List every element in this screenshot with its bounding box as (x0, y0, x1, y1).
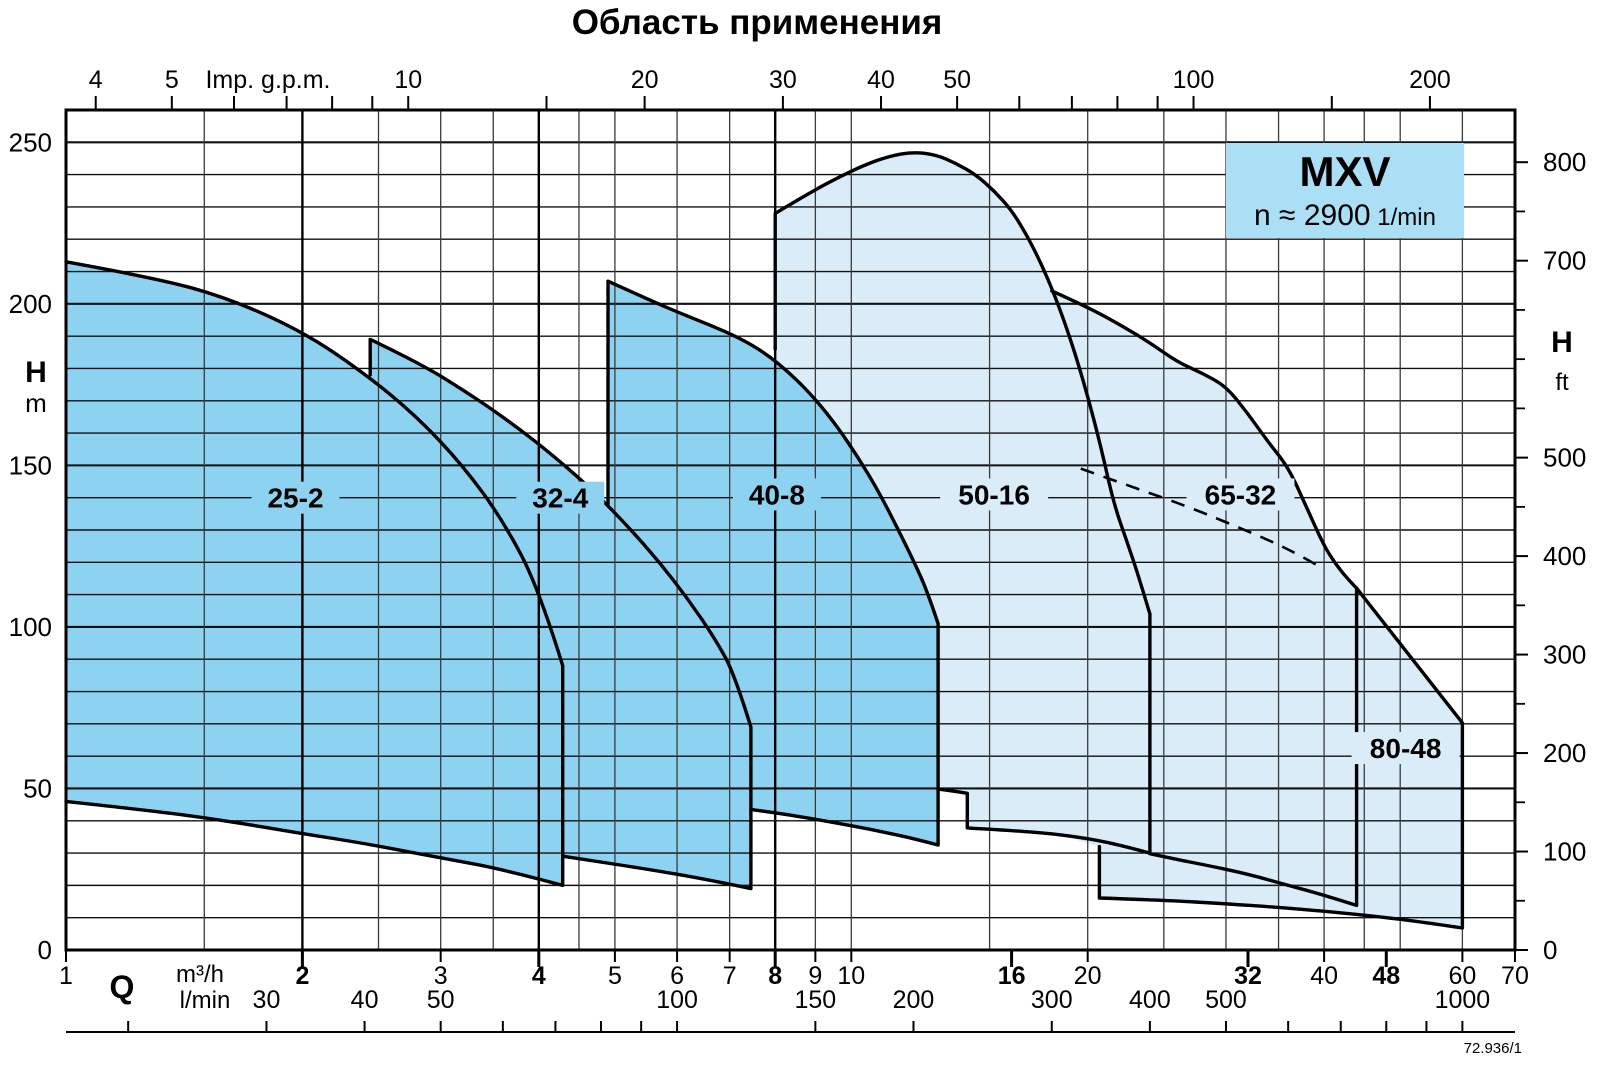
region-label-40-8: 40-8 (749, 479, 805, 510)
gpm-tick-label: 40 (867, 66, 895, 94)
ft-tick-label: 400 (1543, 541, 1586, 571)
m-tick-label: 150 (9, 450, 52, 480)
m-tick-label: 250 (9, 127, 52, 157)
ft-tick-label: 0 (1543, 935, 1557, 965)
gpm-tick-label: 5 (165, 66, 179, 94)
gpm-tick-label: 200 (1409, 66, 1451, 94)
m3h-tick-label: 32 (1234, 962, 1262, 990)
drawing-number: 72.936/1 (1464, 1040, 1522, 1057)
m3h-tick-label: 48 (1372, 962, 1400, 990)
region-label-chip-40-8 (732, 478, 821, 511)
right-unit-label: ft (1555, 369, 1569, 396)
lmin-tick-label: 150 (795, 986, 837, 1014)
m-tick-label: 0 (38, 935, 52, 965)
gpm-tick-label: 30 (769, 66, 797, 94)
right-h-label: H (1551, 326, 1573, 359)
axis-right-ft: 0 100 200 300 400 500 700 800 Hft (1515, 147, 1586, 965)
gpm-tick-label: 50 (943, 66, 971, 94)
region-label-chip-80-48 (1351, 732, 1460, 765)
lmin-tick-label: 30 (253, 986, 281, 1014)
region-fill-25-2 (66, 261, 563, 886)
m3h-unit-label: m³/h (176, 961, 224, 988)
left-h-label: H (25, 356, 47, 389)
axis-bottom-lmin: 30 40 50 100 150 200 300 400 500 1000 l/min (66, 986, 1515, 1033)
m3h-tick-label: 6 (670, 962, 684, 990)
region-label-50-16: 50-16 (958, 479, 1030, 510)
lmin-tick-label: 400 (1129, 986, 1171, 1014)
m3h-tick-label: 5 (608, 962, 622, 990)
m3h-tick-label: 2 (295, 962, 309, 990)
region-labels: 80-48 65-32 50-16 40-8 32-4 25-2 (251, 478, 1460, 765)
m3h-tick-label: 1 (59, 962, 73, 990)
lmin-tick-label: 50 (427, 986, 455, 1014)
lmin-tick-label: 40 (351, 986, 379, 1014)
plot-border (64, 108, 1517, 952)
region-label-65-32: 65-32 (1205, 479, 1277, 510)
region-label-25-2: 25-2 (267, 483, 323, 514)
region-fill-80-48 (1099, 588, 1463, 928)
region-outline-25-2 (64, 260, 565, 888)
region-outline-65-32 (1050, 289, 1359, 908)
region-label-32-4: 32-4 (532, 483, 588, 514)
m3h-tick-label: 9 (808, 962, 822, 990)
gpm-tick-label: 4 (89, 66, 103, 94)
gridlines (66, 110, 1515, 950)
region-label-chip-25-2 (251, 481, 340, 514)
lmin-unit-label: l/min (180, 987, 231, 1014)
page-title: Область применения (572, 3, 943, 42)
badge-box (1226, 143, 1464, 238)
m3h-tick-label: 7 (723, 962, 737, 990)
ft-tick-label: 800 (1543, 147, 1586, 177)
m3h-tick-label: 16 (998, 962, 1026, 990)
region-label-chip-65-32 (1186, 478, 1295, 511)
region-label-chip-32-4 (516, 481, 605, 514)
axis-left-m: 0 50 100 150 200 250 Hm (9, 127, 52, 965)
region-outline-80-48 (1097, 586, 1465, 930)
badge-speed: n ≈ 2900 1/min (1254, 199, 1436, 232)
region-outlines (64, 151, 1465, 930)
m3h-tick-label: 3 (434, 962, 448, 990)
m3h-tick-label: 8 (768, 962, 782, 990)
m3h-tick-label: 40 (1310, 962, 1338, 990)
left-unit-label: m (25, 388, 47, 418)
m3h-tick-label: 4 (532, 962, 546, 990)
q-axis-label: Q (110, 969, 135, 1005)
ft-tick-label: 100 (1543, 837, 1586, 867)
region-outline-50-16 (773, 151, 1152, 855)
m-tick-label: 100 (9, 612, 52, 642)
region-label-80-48: 80-48 (1370, 733, 1442, 764)
m3h-tick-label: 60 (1448, 962, 1476, 990)
ft-tick-label: 300 (1543, 640, 1586, 670)
badge-model: MXV (1299, 148, 1390, 195)
ft-tick-label: 700 (1543, 246, 1586, 276)
gpm-tick-label: 10 (394, 66, 422, 94)
lmin-tick-label: 500 (1205, 986, 1247, 1014)
region-outline-32-4 (368, 337, 753, 891)
m-tick-label: 50 (23, 773, 52, 803)
gpm-tick-label: 20 (631, 66, 659, 94)
gpm-tick-label: 100 (1173, 66, 1215, 94)
m3h-tick-label: 70 (1501, 962, 1529, 990)
region-outline-40-8 (606, 279, 940, 847)
axis-top-gpm: 4 5 10 20 30 40 50 100 200 Imp. g.p.m. (89, 66, 1451, 110)
region-label-chip-50-16 (940, 478, 1049, 511)
lmin-tick-label: 200 (893, 986, 935, 1014)
ft-tick-label: 500 (1543, 443, 1586, 473)
lmin-tick-label: 300 (1031, 986, 1073, 1014)
lmin-tick-label: 1000 (1435, 986, 1491, 1014)
lmin-tick-label: 100 (656, 986, 698, 1014)
m-tick-label: 200 (9, 289, 52, 319)
m3h-tick-label: 20 (1074, 962, 1102, 990)
model-badge: MXV n ≈ 2900 1/min (1226, 143, 1464, 238)
m3h-tick-label: 10 (837, 962, 865, 990)
ft-tick-label: 200 (1543, 738, 1586, 768)
axis-bottom-m3h: 1 2 3 4 5 6 7 8 9 10 16 20 32 40 48 60 70 Q m³/h (59, 950, 1529, 1005)
gpm-axis-label: Imp. g.p.m. (205, 66, 330, 94)
overlap-dashed-line (1080, 467, 1322, 569)
